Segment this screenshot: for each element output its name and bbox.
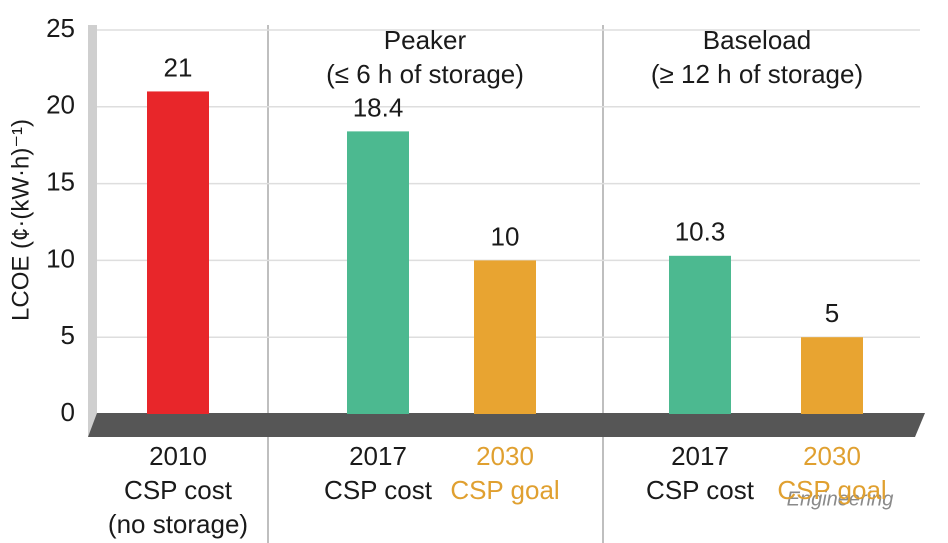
y-axis-label: LCOE (¢·(kW·h)⁻¹) bbox=[7, 119, 34, 321]
value-label: 18.4 bbox=[353, 92, 404, 122]
left-wall bbox=[88, 25, 97, 437]
x-tick-label: CSP goal bbox=[777, 475, 886, 505]
y-tick-label: 25 bbox=[46, 13, 75, 43]
value-label: 10 bbox=[491, 221, 520, 251]
x-tick-label: 2010 bbox=[149, 441, 207, 471]
x-tick-label: CSP goal bbox=[450, 475, 559, 505]
x-tick-label: (no storage) bbox=[108, 509, 248, 539]
bar bbox=[801, 337, 863, 414]
bar bbox=[669, 255, 731, 414]
y-tick-label: 15 bbox=[46, 166, 75, 196]
group-label: (≤ 6 h of storage) bbox=[326, 59, 524, 89]
value-label: 21 bbox=[164, 52, 193, 82]
x-tick-label: CSP cost bbox=[124, 475, 233, 505]
x-tick-label: 2030 bbox=[476, 441, 534, 471]
x-tick-label: 2017 bbox=[349, 441, 407, 471]
y-tick-label: 20 bbox=[46, 90, 75, 120]
floor bbox=[88, 413, 925, 437]
bar bbox=[347, 131, 409, 414]
group-label: (≥ 12 h of storage) bbox=[651, 59, 863, 89]
x-tick-label: CSP cost bbox=[324, 475, 433, 505]
bar bbox=[474, 260, 536, 414]
value-label: 10.3 bbox=[675, 217, 726, 247]
group-label: Peaker bbox=[384, 25, 467, 55]
x-tick-label: 2017 bbox=[671, 441, 729, 471]
value-label: 5 bbox=[825, 298, 839, 328]
group-label: Baseload bbox=[703, 25, 811, 55]
x-tick-label: CSP cost bbox=[646, 475, 755, 505]
y-tick-label: 0 bbox=[61, 397, 75, 427]
bar bbox=[147, 91, 209, 414]
x-tick-label: 2030 bbox=[803, 441, 861, 471]
y-tick-label: 5 bbox=[61, 320, 75, 350]
watermark: Engineering bbox=[787, 488, 894, 510]
y-tick-label: 10 bbox=[46, 243, 75, 273]
